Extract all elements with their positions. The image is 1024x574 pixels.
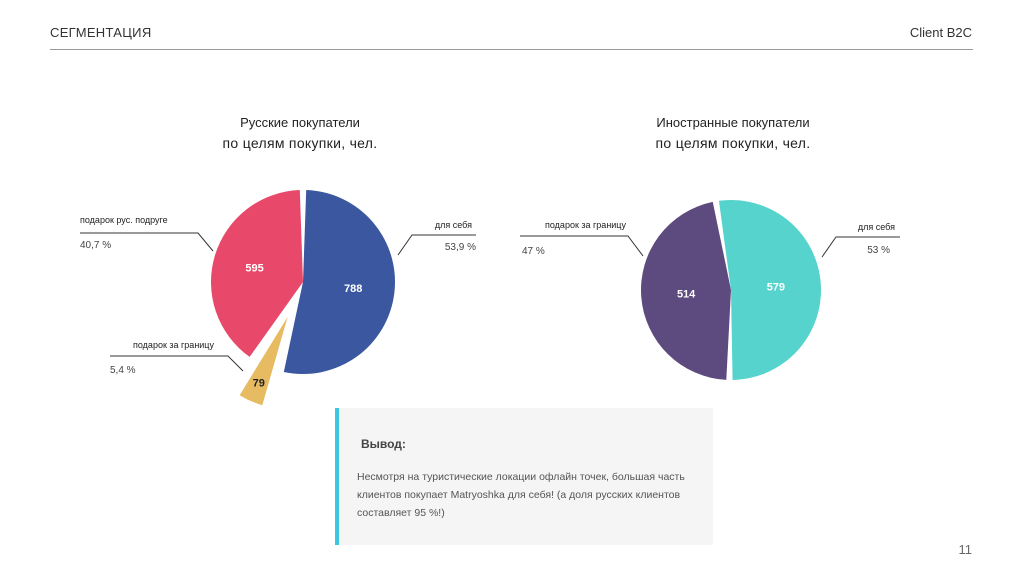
slice-value-label: 579 xyxy=(767,282,785,294)
client-label: Client B2C xyxy=(909,25,972,40)
chart-subtitle: по целям покупки, чел. xyxy=(222,135,378,151)
slice-value-label: 514 xyxy=(677,288,696,300)
chart-subtitle: по целям покупки, чел. xyxy=(655,135,811,151)
chart-title-russian: Русские покупатели по целям покупки, чел… xyxy=(170,115,430,151)
legend-label: подарок за границу xyxy=(133,340,214,350)
pie-slice xyxy=(211,190,303,357)
header-divider xyxy=(50,49,973,50)
conclusion-box: Вывод: Несмотря на туристические локации… xyxy=(335,408,713,545)
chart-title: Иностранные покупатели xyxy=(656,115,810,130)
page-number: 11 xyxy=(958,542,973,557)
pie-slice xyxy=(718,200,821,380)
callout-ru-gift-abroad: подарок за границу 5,4 % xyxy=(110,340,244,376)
pie-slice xyxy=(283,190,395,374)
pie-slice xyxy=(640,201,731,380)
callout-ru-self: для себя 53,9 % xyxy=(397,220,476,256)
percent-label: 47 % xyxy=(522,246,545,257)
pie-foreign-buyers: 514 579 xyxy=(640,200,821,380)
conclusion-text: Несмотря на туристические локации офлайн… xyxy=(357,471,685,519)
percent-label: 53 % xyxy=(867,245,890,256)
legend-label: подарок за границу xyxy=(545,220,626,230)
slice-value-label: 788 xyxy=(344,283,362,295)
legend-label: для себя xyxy=(435,220,472,230)
legend-label: для себя xyxy=(858,222,895,232)
percent-label: 5,4 % xyxy=(110,365,136,376)
slice-value-label: 79 xyxy=(253,377,265,389)
chart-title: Русские покупатели xyxy=(240,115,360,130)
callout-fr-self: для себя 53 % xyxy=(821,222,900,258)
slice-value-label: 595 xyxy=(245,262,263,274)
legend-label: подарок рус. подруге xyxy=(80,215,168,225)
chart-title-foreign: Иностранные покупатели по целям покупки,… xyxy=(603,115,863,151)
pie-slice xyxy=(239,316,288,406)
callout-fr-gift-abroad: подарок за границу 47 % xyxy=(520,220,644,257)
callout-ru-gift-friend: подарок рус. подруге 40,7 % xyxy=(80,215,214,252)
percent-label: 40,7 % xyxy=(80,240,111,251)
percent-label: 53,9 % xyxy=(445,242,476,253)
conclusion-title: Вывод: xyxy=(361,437,406,451)
pie-russian-buyers: 788 79 595 xyxy=(211,190,395,406)
section-title: СЕГМЕНТАЦИЯ xyxy=(50,25,152,40)
